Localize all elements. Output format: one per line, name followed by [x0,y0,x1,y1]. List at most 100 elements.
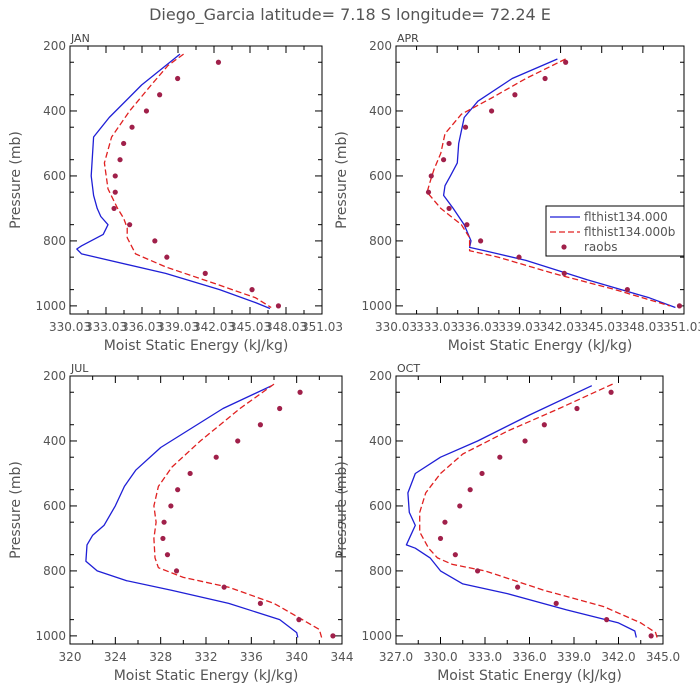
series-group-apr [425,58,683,309]
raobs-point [161,519,167,525]
raobs-point [446,140,452,147]
raobs-point [129,124,135,130]
panel-label-apr: APR [397,32,419,45]
x-tick-label-jan: 339.03 [157,320,199,334]
raobs-point [127,222,133,228]
raobs-point [515,584,521,590]
x-axis-label-jul: Moist Static Energy (kJ/kg) [114,668,299,684]
x-tick-label-jan: 336.03 [121,320,163,334]
y-tick-label-jul: 1000 [35,629,66,643]
series-group-jul [85,383,336,639]
raobs-point [446,205,452,212]
raobs-point [168,503,174,509]
x-tick-label-apr: 339.03 [498,320,540,334]
x-axis-label-jan: Moist Static Energy (kJ/kg) [104,338,289,354]
y-tick-label-jan: 800 [43,234,66,248]
raobs-point [478,238,484,244]
panel-jul: JUL 200 400 600 800 1000 320 324 328 332 336 340 344… [8,362,353,684]
x-tick-label-jan: 345.03 [229,320,271,334]
raobs-point [112,173,118,179]
raobs-point [467,487,473,493]
x-axis-label-apr: Moist Static Energy (kJ/kg) [448,338,633,354]
raobs-point [297,389,303,395]
x-tick-label-apr: 330.03 [375,320,417,334]
raobs-point [330,633,336,639]
raobs-point [648,633,654,639]
raobs-point [440,157,447,163]
x-tick-label-oct: 342.0 [601,650,635,664]
x-tick-label-jan: 351.03 [301,320,343,334]
y-tick-label-oct: 200 [369,369,392,383]
plot-frame-jan [69,45,323,315]
raobs-point [111,205,117,212]
x-tick-label-jul: 336 [240,650,263,664]
x-tick-label-jul: 332 [195,650,218,664]
raobs-point [512,92,518,98]
raobs-point [235,438,241,444]
x-tick-label-oct: 333.0 [468,650,502,664]
raobs-point [175,487,181,493]
x-tick-label-oct: 345.0 [646,650,680,664]
raobs-point [164,552,171,558]
raobs-point [213,454,219,460]
raobs-point [277,405,283,412]
x-tick-label-jan: 333.03 [85,320,127,334]
raobs-point [462,124,469,130]
legend-label: raobs [584,240,618,254]
x-tick-label-oct: 339.0 [557,650,591,664]
raobs-point [541,422,547,428]
series-line-dashed-jan [103,53,272,309]
panel-jan: JAN 200 400 600 800 1000 330.03333.03336.03339… [8,32,343,354]
raobs-point [464,222,470,228]
x-tick-label-apr: 351.03 [663,320,700,334]
x-tick-label-oct: 336.0 [512,650,546,664]
panel-apr: APR 200 400 600 800 1000 330.03 333.03 336.03 339… [334,32,700,354]
y-axis-label-oct: Pressure (mb) [334,461,350,559]
x-tick-label-jul: 324 [104,650,127,664]
raobs-point [257,600,263,606]
raobs-point [428,173,434,179]
series-line-dashed-oct [419,383,658,638]
y-tick-label-oct: 1000 [361,629,392,643]
raobs-point [249,287,255,293]
y-tick-label-jan: 600 [43,169,66,183]
y-tick-label-jul: 200 [43,369,66,383]
raobs-point [275,303,282,309]
series-line-solid-apr [442,58,676,309]
panel-label-jan: JAN [70,32,90,45]
legend-label: flthist134.000b [584,225,675,239]
raobs-point [542,75,548,82]
x-tick-label-jan: 342.03 [193,320,235,334]
y-tick-label-apr: 600 [369,169,392,183]
y-tick-label-oct: 600 [369,499,392,513]
raobs-point [497,454,503,460]
raobs-point [553,600,559,606]
y-tick-label-apr: 200 [369,39,392,53]
panel-label-oct: OCT [397,362,420,375]
x-tick-label-oct: 327.0 [379,650,413,664]
figure-title: Diego_Garcia latitude= 7.18 S longitude=… [149,5,551,25]
y-tick-label-jul: 400 [43,434,66,448]
y-axis-label-jul: Pressure (mb) [8,461,24,559]
raobs-point [425,189,432,195]
series-line-solid-jan [76,53,271,310]
legend-dot-marker [561,244,567,250]
x-axis-label-oct: Moist Static Energy (kJ/kg) [437,668,622,684]
raobs-point [452,552,458,558]
panel-oct: OCT 200 400 600 800 1000 327.0 330.0 333.0 336.0 3… [334,362,680,684]
y-tick-label-apr: 400 [369,104,392,118]
y-tick-label-jan: 400 [43,104,66,118]
x-tick-label-apr: 342.03 [540,320,582,334]
raobs-point [221,584,227,590]
x-tick-label-jan: 330.03 [49,320,91,334]
y-tick-label-apr: 1000 [361,299,392,313]
raobs-point [164,254,170,260]
legend-box [545,205,685,257]
raobs-point [574,405,580,412]
series-line-dashed-apr [426,58,671,307]
raobs-point [561,270,567,276]
raobs-point [202,270,208,276]
series-line-solid-jul [85,385,299,638]
y-tick-label-jul: 600 [43,499,66,513]
